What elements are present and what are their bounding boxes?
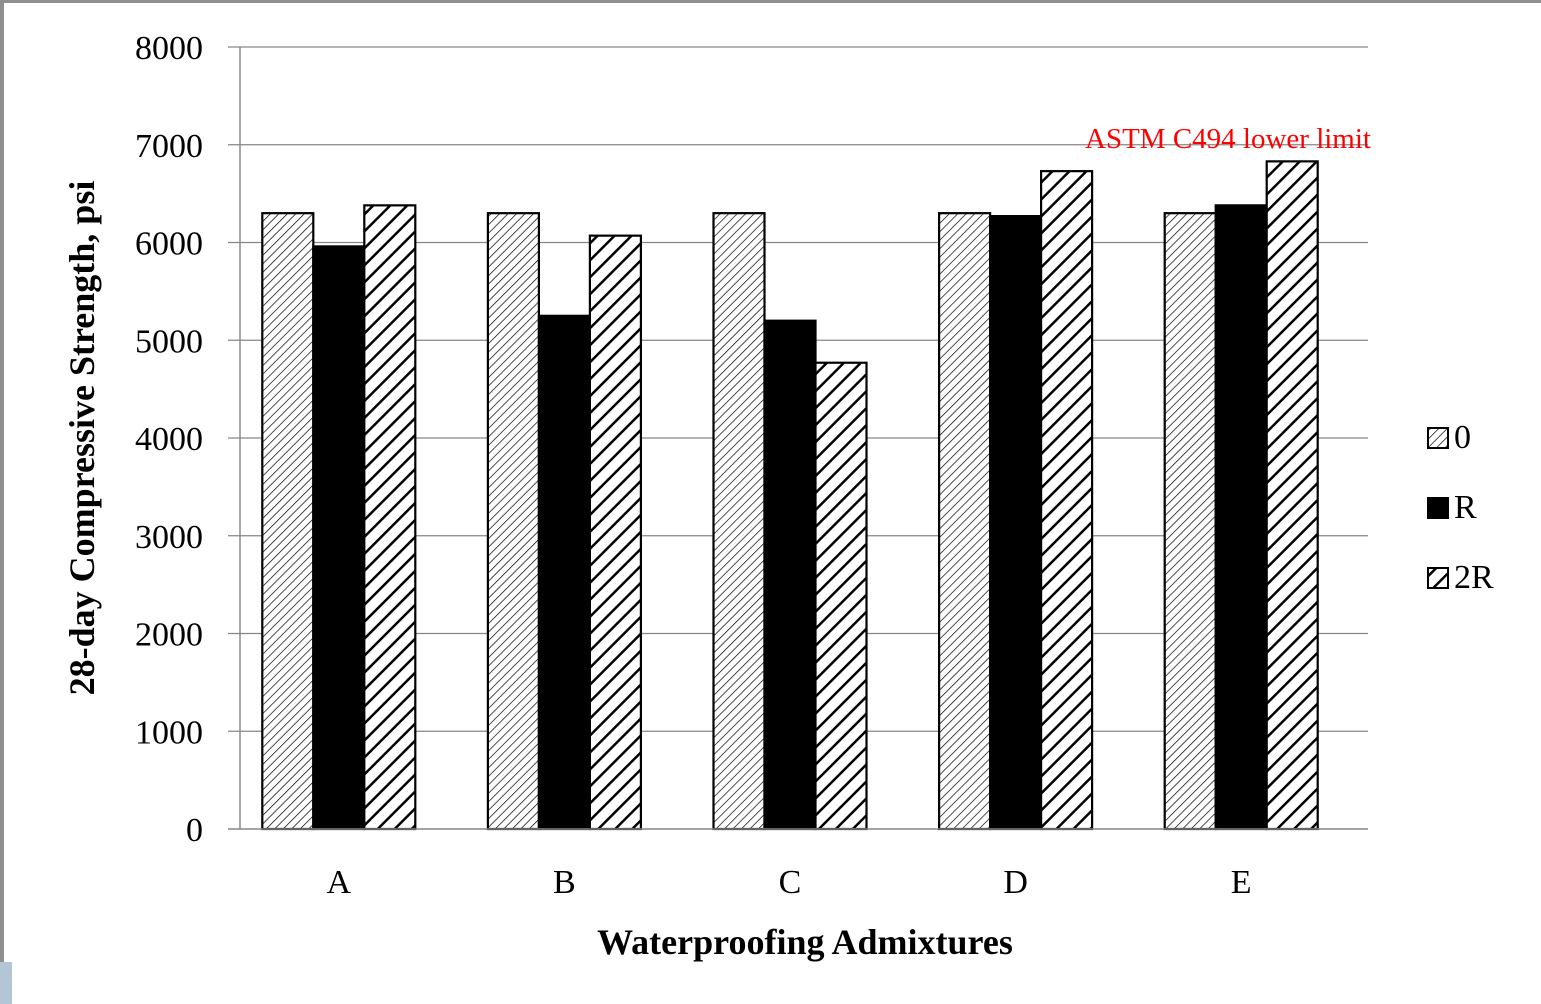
bar-D-series-R	[988, 215, 1043, 831]
x-tick-label: C	[779, 864, 802, 901]
bar-E-series-2R	[1265, 160, 1319, 831]
astm-lower-limit-annotation: ASTM C494 lower limit	[1085, 123, 1371, 155]
x-tick-label: D	[1003, 864, 1028, 901]
bar-A-series-R	[312, 245, 366, 831]
bar-D-series-2R	[1039, 170, 1094, 831]
bar-B-series-2R	[588, 234, 643, 831]
bar-C-series-0	[712, 212, 766, 831]
x-tick-label: E	[1231, 864, 1252, 901]
y-tick-label: 1000	[135, 714, 203, 751]
legend-label-R: R	[1454, 489, 1477, 526]
y-tick-label: 0	[186, 812, 203, 849]
bar-C-series-R	[763, 319, 817, 831]
x-axis-title: Waterproofing Admixtures	[597, 922, 1013, 962]
bars	[261, 160, 1319, 831]
corner-accent	[0, 962, 12, 1004]
y-tick-label: 2000	[135, 617, 203, 654]
y-tick-label: 3000	[135, 519, 203, 556]
bar-B-series-0	[486, 212, 540, 831]
y-tick-label: 5000	[135, 323, 203, 360]
bar-D-series-0	[937, 212, 992, 831]
legend-swatch-0	[1427, 427, 1449, 449]
y-tick-label: 8000	[135, 30, 203, 67]
y-tick-label: 4000	[135, 421, 203, 458]
axes	[228, 47, 1368, 830]
y-tick-label: 7000	[135, 128, 203, 165]
y-tick-label: 6000	[135, 226, 203, 263]
tick-labels: 0 1000 2000 3000 4000 5000 6000 7000 8000 A B C D E	[135, 30, 1252, 901]
y-axis-title: 28-day Compressive Strength, psi	[62, 181, 102, 696]
legend-label-0: 0	[1454, 419, 1471, 456]
legend-swatch-2R	[1427, 567, 1449, 589]
legend-swatch-R	[1427, 497, 1449, 519]
bar-E-series-R	[1214, 204, 1268, 831]
bar-C-series-2R	[814, 361, 868, 831]
x-tick-label: B	[553, 864, 576, 901]
x-tick-label: A	[327, 864, 352, 901]
bar-A-series-2R	[363, 204, 417, 831]
legend-label-2R: 2R	[1454, 559, 1494, 596]
bar-B-series-R	[537, 314, 592, 831]
bar-E-series-0	[1163, 212, 1217, 831]
legend: 0 R 2R	[1427, 419, 1494, 596]
bar-A-series-0	[261, 212, 315, 831]
